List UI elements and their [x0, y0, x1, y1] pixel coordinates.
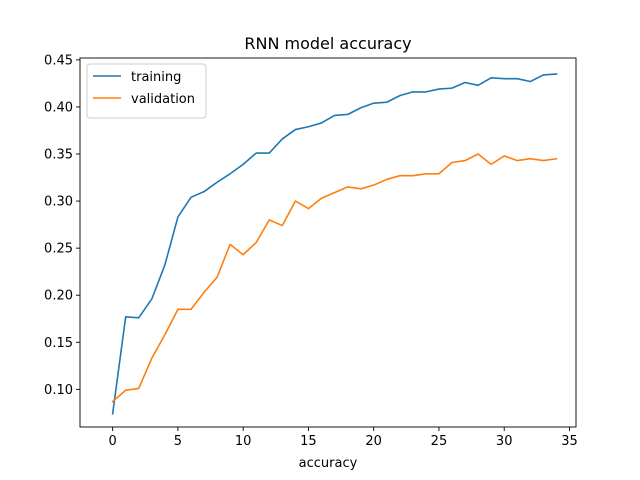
- x-axis-title: accuracy: [299, 456, 358, 471]
- y-tick-label: 0.35: [44, 148, 73, 163]
- y-tick-label: 0.20: [44, 289, 73, 304]
- x-tick-label: 25: [431, 434, 448, 449]
- y-tick-label: 0.40: [44, 100, 73, 115]
- series-layer: [111, 73, 558, 415]
- axes-layer: 0 5 10 15 20 25 30 35 0.10 0.15 0.20 0.25 0.30 0.35 0.…: [44, 53, 578, 449]
- y-tick-label: 0.45: [44, 53, 73, 68]
- plot-frame: [79, 57, 577, 428]
- y-tick-label: 0.10: [44, 383, 73, 398]
- x-tick-label: 0: [108, 434, 116, 449]
- series-line-training: [111, 73, 558, 415]
- y-tick-label: 0.25: [44, 242, 73, 257]
- x-tick-label: 10: [235, 434, 252, 449]
- x-tick-label: 15: [300, 434, 317, 449]
- y-tick-label: 0.15: [44, 336, 73, 351]
- legend-box: [86, 63, 207, 119]
- legend: training validation: [86, 63, 207, 119]
- x-tick-label: 20: [365, 434, 382, 449]
- series-line-validation: [111, 153, 558, 403]
- x-tick-label: 35: [561, 434, 578, 449]
- chart-title: RNN model accuracy: [244, 34, 411, 53]
- x-tick-label: 5: [174, 434, 182, 449]
- y-tick-label: 0.30: [44, 195, 73, 210]
- legend-label-validation: validation: [131, 92, 195, 107]
- x-tick-label: 30: [496, 434, 513, 449]
- legend-label-training: training: [131, 70, 181, 85]
